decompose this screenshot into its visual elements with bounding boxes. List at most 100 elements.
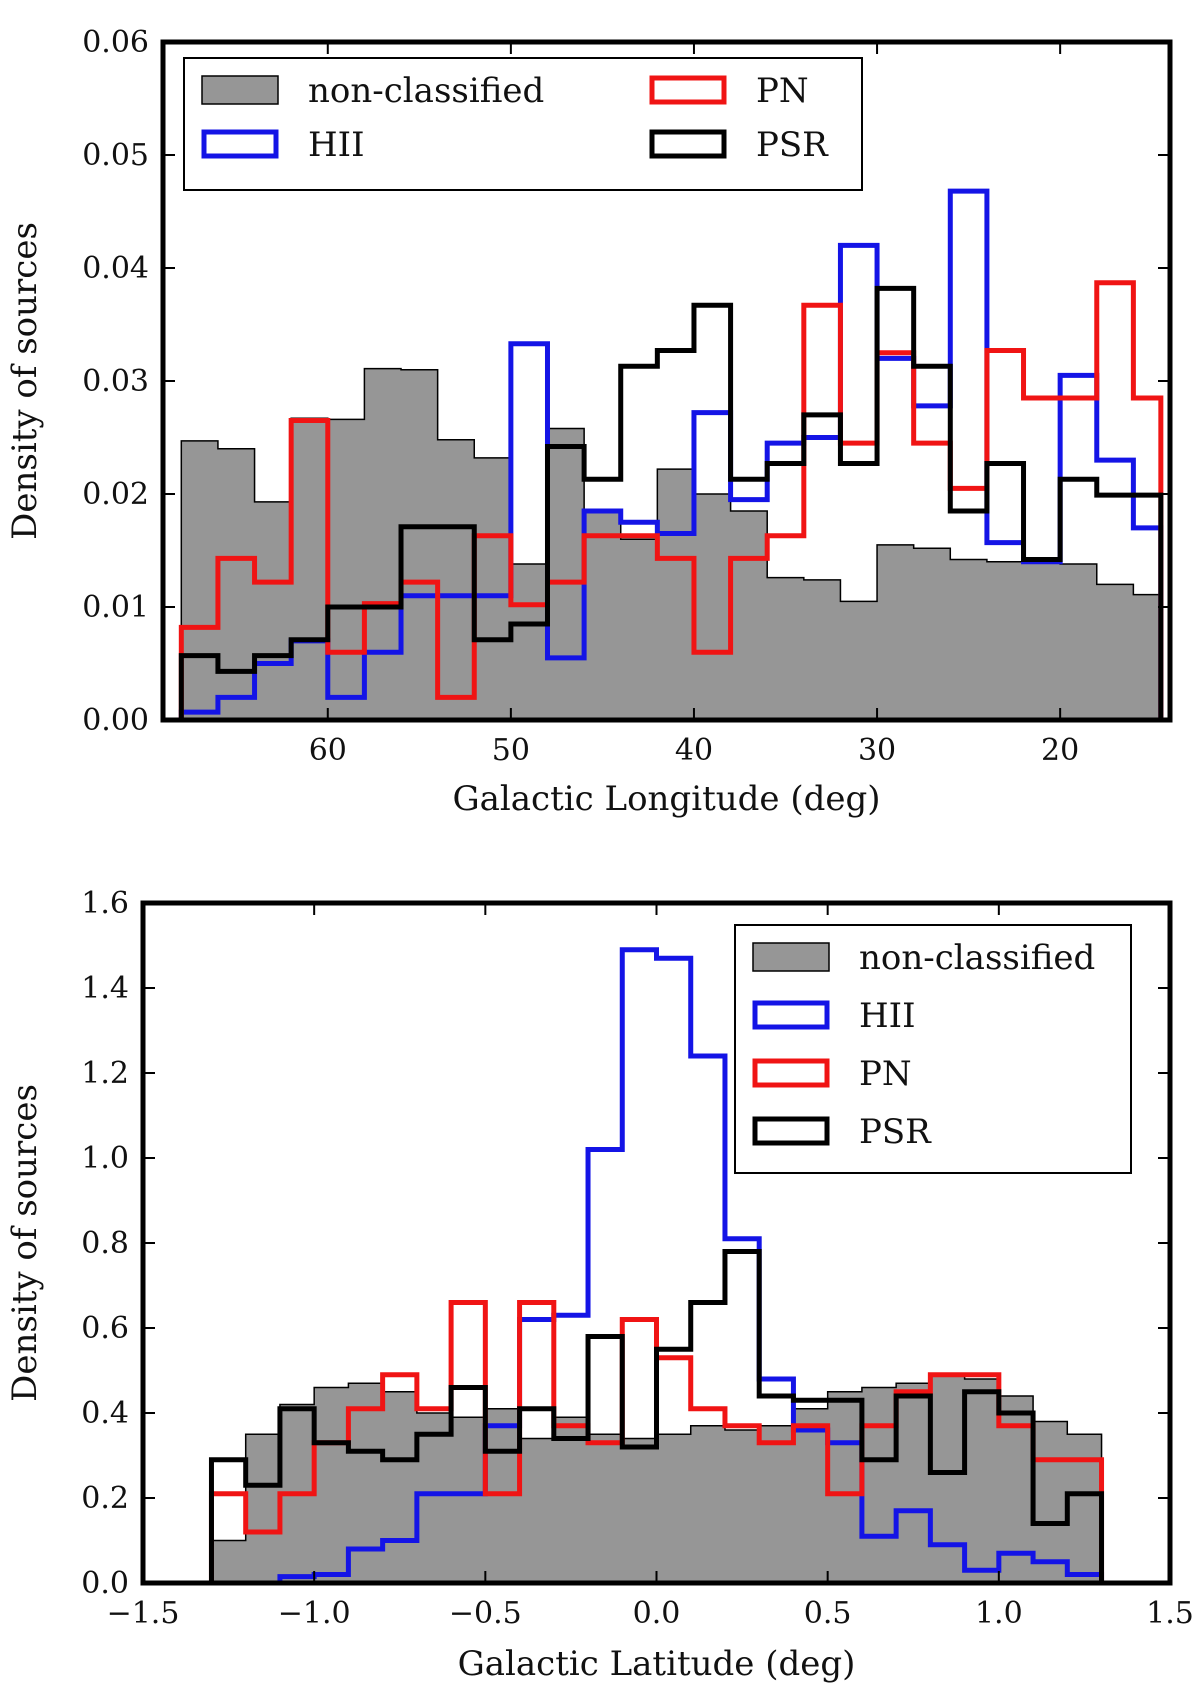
non-classified-bar [1060,564,1098,720]
non-classified-bar [519,1438,555,1583]
non-classified-bar [211,1540,247,1583]
non-classified-bar [1033,1421,1068,1583]
non-classified-bar [693,494,732,720]
non-classified-bar [364,368,402,720]
legend-swatch-non-classified [201,75,279,105]
non-classified-bar [730,510,768,720]
non-classified-bar [510,564,549,720]
non-classified-bar [245,1434,281,1583]
y-tick-label: 0.03 [82,364,149,399]
non-classified-bar [896,1383,931,1583]
y-tick-label: 0.04 [82,251,149,286]
non-classified-series [180,367,1162,720]
plot-area [178,188,1164,720]
non-classified-bar [964,1379,1000,1583]
y-tick-label: 0.01 [82,590,149,625]
y-tick-label: 0.02 [82,477,149,512]
non-classified-bar [181,440,219,720]
non-classified-bar [451,1417,486,1583]
psr-series [208,1249,1105,1583]
legend-box [183,57,863,191]
non-classified-bar [803,579,842,720]
x-tick-label: −1.5 [107,1596,180,1631]
non-classified-bar [930,1374,966,1583]
non-classified-bar [401,369,439,720]
non-classified-bar [913,548,951,720]
x-tick-label: −1.0 [278,1596,351,1631]
legend-label-non-classified: non-classified [308,71,544,111]
pn-step-line [208,1300,1105,1583]
y-tick-label: 0.00 [82,703,149,738]
non-classified-bar [657,469,695,720]
legend-label-non-classified: non-classified [859,938,1095,978]
x-tick-label: 60 [309,733,347,768]
hii-step-line [211,947,1105,1583]
non-classified-bar [291,418,329,720]
x-axis-title: Galactic Longitude (deg) [452,779,880,819]
y-tick-label: 1.4 [81,971,129,1006]
x-tick-label: 1.0 [975,1596,1023,1631]
axis-ticks: −1.5 −1.0 −0.5 0.0 0.5 1.0 1.5 0.0 0.2 0.4 0.6 0.8 1… [81,886,1194,1631]
non-classified-bar [314,1387,349,1583]
non-classified-bar [620,539,658,720]
y-axis-title: Density of sources [5,1084,45,1402]
y-tick-label: 1.2 [81,1056,129,1091]
non-classified-bar [1096,584,1134,720]
legend-swatch-non-classified [752,942,830,972]
non-classified-outline [180,367,1162,720]
y-tick-label: 0.06 [82,25,149,60]
non-classified-bar [1067,1434,1103,1583]
x-tick-label: 1.5 [1146,1596,1194,1631]
non-classified-bar [877,544,915,720]
x-tick-label: 30 [858,733,896,768]
x-tick-label: 20 [1041,733,1079,768]
legend-label-hii: HII [859,996,916,1036]
non-classified-bar [382,1391,418,1583]
non-classified-bar [986,561,1025,720]
psr-step-line [178,285,1164,720]
y-tick-label: 0.8 [81,1226,129,1261]
non-classified-bar [327,419,365,720]
non-classified-bar [950,559,988,720]
non-classified-bar [690,1425,726,1583]
y-tick-label: 0.6 [81,1311,129,1346]
y-tick-label: 0.05 [82,138,149,173]
y-tick-label: 0.0 [81,1566,129,1601]
legend-swatch-hii [752,1000,830,1030]
longitude-histogram-chart: 60 50 40 30 20 0.00 0.01 0.02 0.03 0.04 0.05 0.06 Ga… [5,25,1173,819]
legend-swatch-psr [649,129,727,159]
legend-swatch-pn [752,1058,830,1088]
non-classified-bar [217,448,256,720]
legend-swatch-pn [649,75,727,105]
y-tick-label: 1.6 [81,886,129,921]
x-axis-title: Galactic Latitude (deg) [458,1644,856,1684]
y-axis-title: Density of sources [5,222,45,540]
x-tick-label: 0.5 [804,1596,852,1631]
non-classified-bar [827,1391,863,1583]
legend-swatch-psr [752,1116,830,1146]
latitude-histogram-chart: −1.5 −1.0 −0.5 0.0 0.5 1.0 1.5 0.0 0.2 0.4 0.6 0.8 1… [5,886,1194,1684]
legend-label-pn: PN [859,1054,912,1094]
non-classified-bar [1023,558,1061,720]
non-classified-bar [416,1413,452,1583]
non-classified-bar [584,512,622,720]
non-classified-bar [724,1430,760,1583]
legend-label-pn: PN [756,71,809,111]
legend-label-psr: PSR [756,125,829,165]
y-tick-label: 1.0 [81,1141,129,1176]
psr-step-line [208,1249,1105,1583]
legend-swatch-hii [201,129,279,159]
y-tick-label: 0.4 [81,1396,129,1431]
non-classified-bar [588,1434,623,1583]
axis-ticks: 60 50 40 30 20 0.00 0.01 0.02 0.03 0.04 0.05 0.06 [82,25,1170,768]
non-classified-bar [767,577,805,720]
x-tick-label: 50 [492,733,530,768]
psr-series [178,285,1164,720]
non-classified-bar [793,1408,829,1583]
non-classified-bar [656,1434,692,1583]
non-classified-bar [553,1417,589,1583]
y-tick-label: 0.2 [81,1481,129,1516]
x-tick-label: 0.0 [633,1596,681,1631]
legend-label-hii: HII [308,125,365,165]
